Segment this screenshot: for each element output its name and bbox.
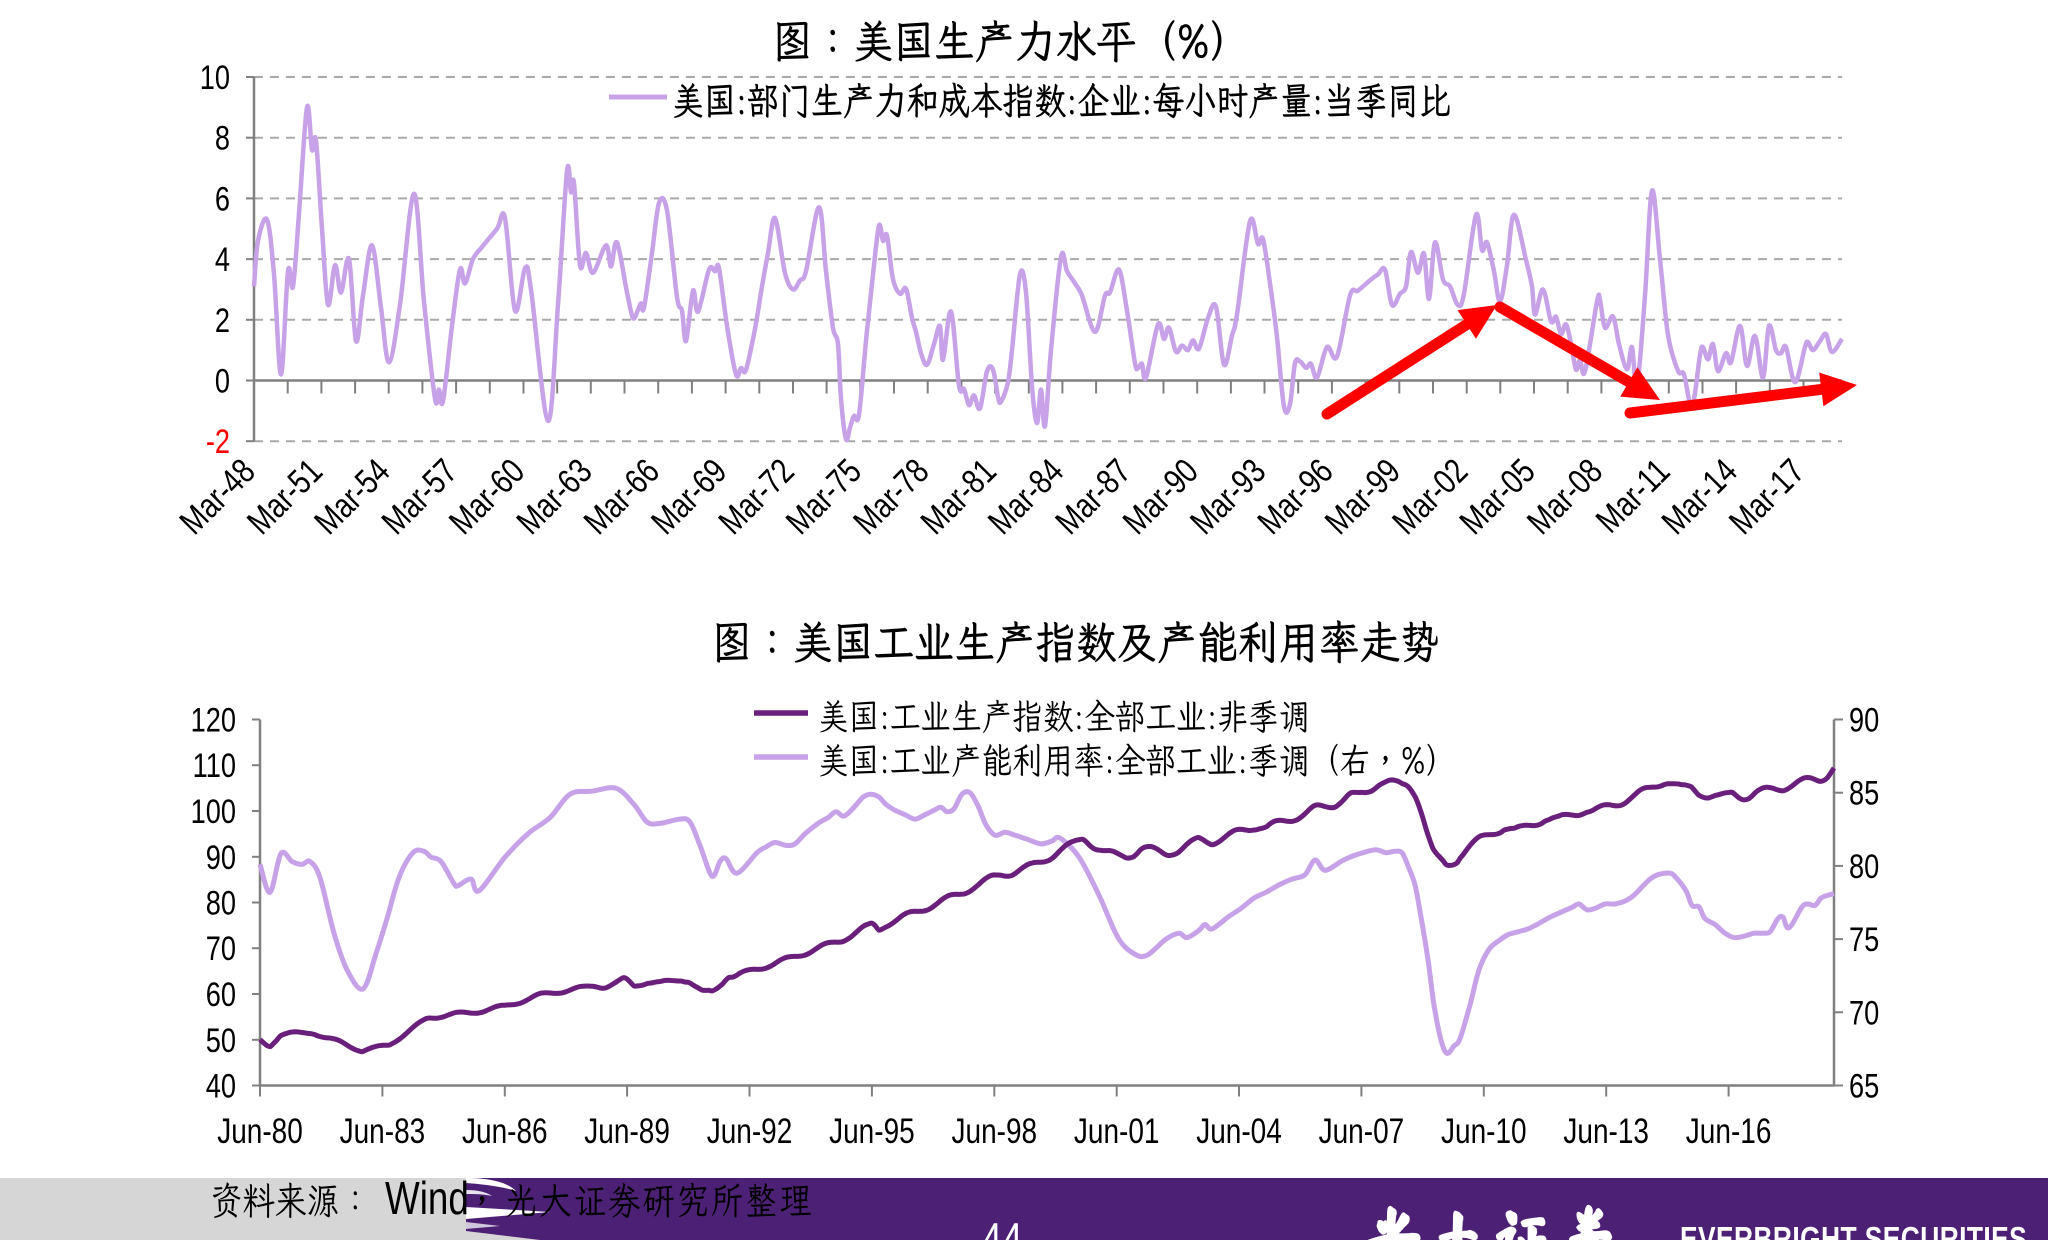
- svg-text:44: 44: [982, 1213, 1023, 1240]
- svg-text:80: 80: [206, 884, 236, 923]
- svg-text:100: 100: [191, 792, 236, 831]
- svg-text:Jun-83: Jun-83: [340, 1111, 426, 1151]
- svg-text:90: 90: [206, 838, 236, 877]
- svg-text:40: 40: [206, 1067, 236, 1106]
- svg-text:Jun-04: Jun-04: [1196, 1111, 1282, 1151]
- svg-text:EVERBRIGHT SECURITIES: EVERBRIGHT SECURITIES: [1680, 1221, 2027, 1240]
- svg-text:Jun-95: Jun-95: [829, 1111, 915, 1151]
- svg-text:Jun-86: Jun-86: [462, 1111, 548, 1151]
- svg-text:Jun-16: Jun-16: [1686, 1111, 1772, 1151]
- svg-text:120: 120: [191, 701, 236, 740]
- svg-text:90: 90: [1849, 701, 1879, 740]
- svg-text:Jun-89: Jun-89: [584, 1111, 670, 1151]
- svg-text:50: 50: [206, 1021, 236, 1060]
- svg-text:-2: -2: [206, 422, 230, 461]
- svg-text:75: 75: [1849, 920, 1879, 959]
- svg-text:65: 65: [1849, 1067, 1879, 1106]
- svg-text:85: 85: [1849, 774, 1879, 813]
- svg-text:Jun-07: Jun-07: [1319, 1111, 1405, 1151]
- svg-text:Jun-92: Jun-92: [707, 1111, 793, 1151]
- svg-text:Jun-10: Jun-10: [1441, 1111, 1527, 1151]
- svg-text:Jun-98: Jun-98: [952, 1111, 1038, 1151]
- svg-text:110: 110: [193, 746, 236, 785]
- svg-text:10: 10: [200, 58, 230, 97]
- svg-text:Wind: Wind: [385, 1172, 469, 1224]
- svg-text:70: 70: [206, 929, 236, 968]
- svg-text:70: 70: [1849, 993, 1879, 1032]
- svg-text:80: 80: [1849, 847, 1879, 886]
- svg-text:60: 60: [206, 975, 236, 1014]
- svg-text:Jun-01: Jun-01: [1074, 1111, 1160, 1151]
- svg-text:6: 6: [215, 179, 230, 218]
- svg-text:Jun-80: Jun-80: [217, 1111, 303, 1151]
- svg-text:8: 8: [215, 119, 230, 158]
- svg-text:2: 2: [215, 301, 230, 340]
- svg-text:4: 4: [215, 240, 230, 279]
- svg-text:Jun-13: Jun-13: [1563, 1111, 1649, 1151]
- svg-text:0: 0: [215, 362, 230, 401]
